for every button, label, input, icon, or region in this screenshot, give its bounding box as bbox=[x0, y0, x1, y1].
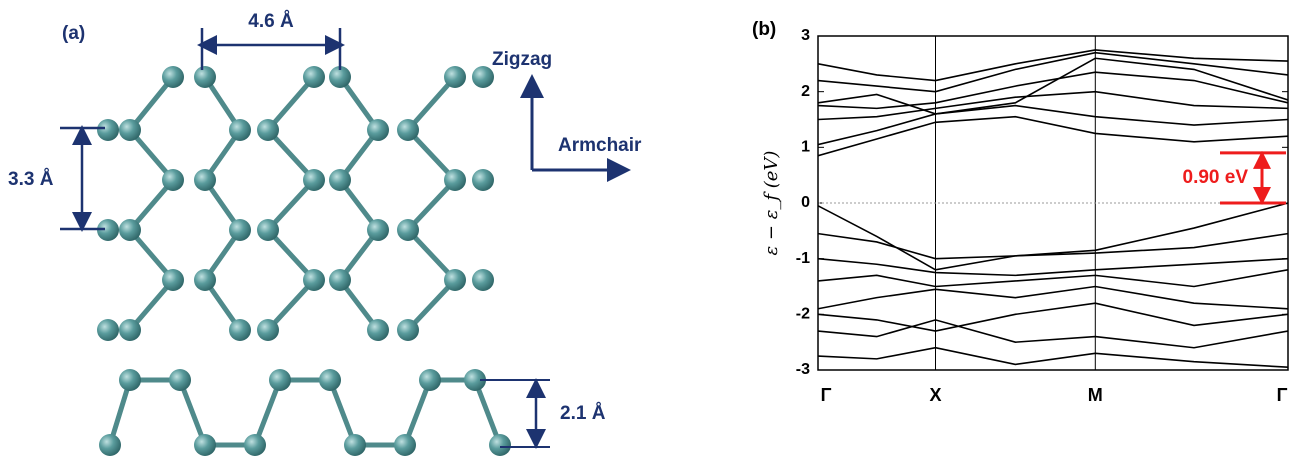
atom bbox=[444, 269, 466, 291]
atom bbox=[472, 169, 494, 191]
atom bbox=[394, 434, 416, 456]
band bbox=[818, 320, 1288, 348]
bands bbox=[818, 50, 1288, 367]
atom bbox=[303, 269, 325, 291]
y-tick-label: -3 bbox=[796, 361, 810, 378]
band bbox=[818, 348, 1288, 367]
atom bbox=[119, 219, 141, 241]
atom bbox=[344, 434, 366, 456]
x-tick-label: Γ bbox=[1277, 385, 1288, 405]
direction-label: Armchair bbox=[558, 135, 642, 156]
atom bbox=[162, 269, 184, 291]
atom bbox=[244, 434, 266, 456]
atom bbox=[367, 119, 389, 141]
dimension-label: 4.6 Å bbox=[248, 11, 294, 32]
direction-label: Zigzag bbox=[492, 49, 552, 70]
atom bbox=[229, 219, 251, 241]
atom bbox=[119, 319, 141, 341]
atom bbox=[397, 319, 419, 341]
x-tick-label: Γ bbox=[821, 385, 832, 405]
y-tick-label: 1 bbox=[801, 139, 810, 156]
band bbox=[818, 259, 1288, 276]
atom bbox=[162, 66, 184, 88]
atom bbox=[119, 119, 141, 141]
panel-label: (b) bbox=[752, 19, 776, 40]
atom bbox=[257, 119, 279, 141]
band bbox=[818, 50, 1288, 81]
y-tick-label: 3 bbox=[801, 27, 810, 44]
atom bbox=[162, 169, 184, 191]
atom bbox=[329, 269, 351, 291]
atom bbox=[472, 66, 494, 88]
y-axis-label: ε − ε_f (eV) bbox=[761, 151, 782, 256]
atom bbox=[367, 219, 389, 241]
atom bbox=[169, 369, 191, 391]
atom bbox=[257, 219, 279, 241]
atom bbox=[319, 369, 341, 391]
atom bbox=[489, 434, 511, 456]
atom bbox=[97, 119, 119, 141]
band bbox=[818, 117, 1288, 156]
structure bbox=[97, 66, 511, 456]
atom bbox=[194, 66, 216, 88]
gap-label: 0.90 eV bbox=[1183, 167, 1249, 188]
atom bbox=[257, 319, 279, 341]
band-structure: (b) -3 -2 -1 0 1 2 3 Γ X M Γε − ε_f (eV) 0.90 eV bbox=[752, 19, 1288, 405]
atom bbox=[329, 169, 351, 191]
y-tick-label: -2 bbox=[796, 306, 810, 323]
dimension-label: 2.1 Å bbox=[560, 403, 606, 424]
band bbox=[818, 303, 1288, 331]
panel-label: (a) bbox=[62, 23, 85, 44]
atom bbox=[397, 219, 419, 241]
y-tick-label: 0 bbox=[801, 194, 810, 211]
band bbox=[818, 287, 1288, 309]
y-tick-label: -1 bbox=[796, 250, 810, 267]
atom bbox=[419, 369, 441, 391]
atom bbox=[269, 369, 291, 391]
atom bbox=[194, 269, 216, 291]
atom bbox=[194, 169, 216, 191]
figure: (a) 4.6 Å 3.3 Å Zigzag Armchair 2.1 Å (b… bbox=[0, 0, 1298, 467]
x-tick-label: M bbox=[1088, 385, 1103, 405]
atom bbox=[194, 434, 216, 456]
atom bbox=[444, 66, 466, 88]
band bbox=[818, 92, 1288, 120]
dimension-label: 3.3 Å bbox=[8, 169, 54, 190]
atom bbox=[303, 66, 325, 88]
atom bbox=[229, 119, 251, 141]
atom bbox=[367, 319, 389, 341]
band bbox=[818, 203, 1288, 270]
atom bbox=[303, 169, 325, 191]
x-tick-label: X bbox=[929, 385, 941, 405]
atom bbox=[119, 369, 141, 391]
band bbox=[818, 234, 1288, 259]
atom bbox=[229, 319, 251, 341]
y-tick-label: 2 bbox=[801, 83, 810, 100]
atom bbox=[397, 119, 419, 141]
atom bbox=[99, 434, 121, 456]
atom bbox=[97, 319, 119, 341]
atom bbox=[472, 269, 494, 291]
atom bbox=[444, 169, 466, 191]
